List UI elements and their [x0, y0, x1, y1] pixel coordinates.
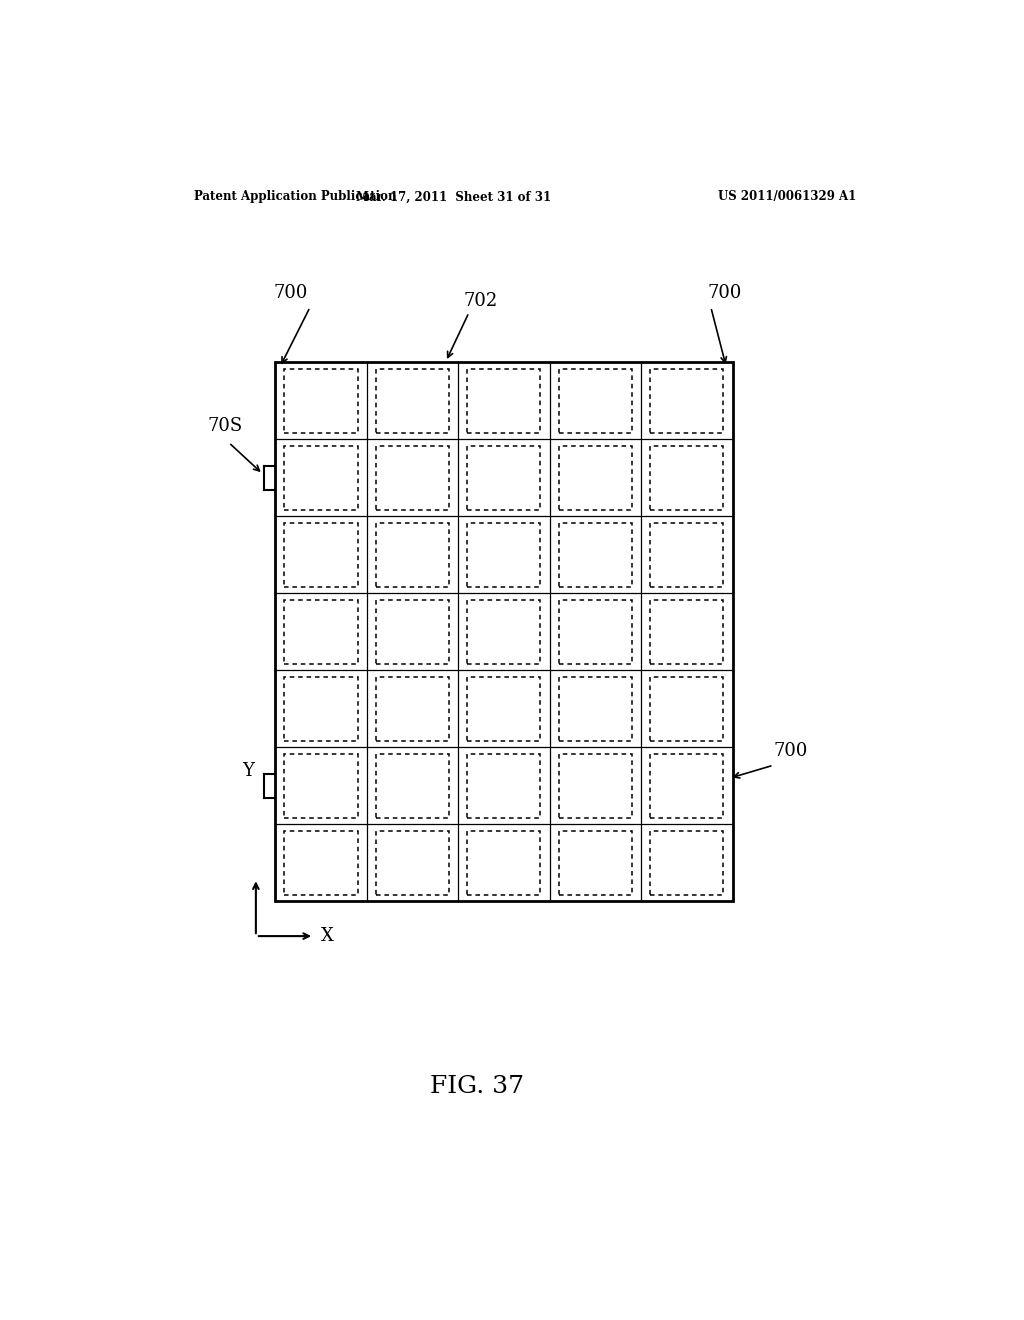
Bar [376, 446, 449, 510]
Bar [650, 832, 723, 895]
Bar [467, 755, 541, 817]
Bar [376, 755, 449, 817]
Bar [285, 446, 357, 510]
Bar [467, 523, 541, 586]
Text: 700: 700 [773, 742, 808, 760]
Bar [559, 677, 632, 741]
Text: 702: 702 [464, 292, 498, 310]
Bar [376, 677, 449, 741]
Bar [275, 363, 732, 902]
Bar [285, 370, 357, 433]
Text: 700: 700 [273, 284, 308, 302]
Text: FIG. 37: FIG. 37 [430, 1074, 523, 1098]
Text: Mar. 17, 2011  Sheet 31 of 31: Mar. 17, 2011 Sheet 31 of 31 [356, 190, 551, 203]
Text: 700: 700 [708, 284, 742, 302]
Bar [650, 755, 723, 817]
Bar [559, 832, 632, 895]
Bar [285, 523, 357, 586]
Bar [467, 832, 541, 895]
Text: X: X [321, 927, 334, 945]
Bar [559, 523, 632, 586]
Bar [467, 601, 541, 664]
Bar [559, 370, 632, 433]
Bar [650, 677, 723, 741]
Text: US 2011/0061329 A1: US 2011/0061329 A1 [718, 190, 856, 203]
Bar [559, 755, 632, 817]
Bar [467, 370, 541, 433]
Bar [285, 601, 357, 664]
Bar [376, 370, 449, 433]
Bar [285, 755, 357, 817]
Bar [650, 446, 723, 510]
Bar [467, 446, 541, 510]
Bar [559, 446, 632, 510]
Bar [376, 601, 449, 664]
Bar [650, 370, 723, 433]
Text: Patent Application Publication: Patent Application Publication [194, 190, 396, 203]
Text: Y: Y [243, 762, 254, 780]
Text: 70S: 70S [207, 417, 243, 434]
Bar [285, 832, 357, 895]
Bar [376, 523, 449, 586]
Bar [376, 832, 449, 895]
Bar [559, 601, 632, 664]
Bar [285, 677, 357, 741]
Bar [650, 523, 723, 586]
Bar [467, 677, 541, 741]
Bar [650, 601, 723, 664]
